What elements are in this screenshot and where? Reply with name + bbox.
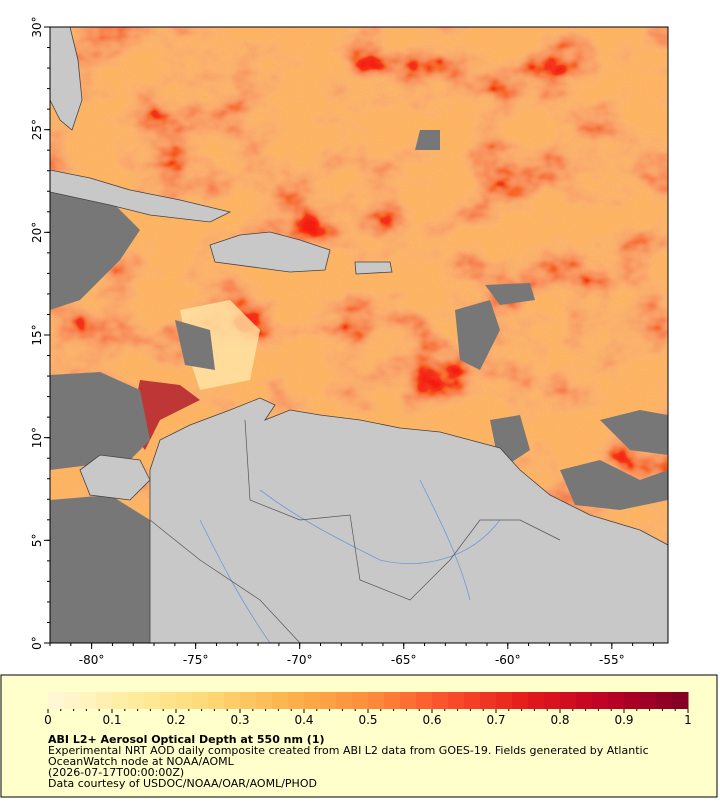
- colorbar: 0 0.1 0.2 0.3 0.4 0.5 0.6 0.7 0.8 0.9 1: [44, 692, 692, 727]
- colorbar-bin: [384, 692, 401, 709]
- colorbar-bin: [576, 692, 593, 709]
- x-tick-label: -75°: [183, 653, 209, 667]
- colorbar-tick-label: 0.8: [550, 713, 569, 727]
- caption-line: Experimental NRT AOD daily composite cre…: [48, 744, 649, 757]
- colorbar-bin: [128, 692, 145, 709]
- colorbar-tick-label: 0.4: [294, 713, 313, 727]
- colorbar-bin: [400, 692, 417, 709]
- y-tick-label: 30°: [30, 16, 44, 37]
- y-tick-label: 15°: [30, 324, 44, 345]
- colorbar-tick-label: 1: [684, 713, 692, 727]
- colorbar-bin: [656, 692, 673, 709]
- x-tick-label: -70°: [287, 653, 313, 667]
- colorbar-bin: [288, 692, 305, 709]
- colorbar-bin: [176, 692, 193, 709]
- land: [50, 27, 668, 643]
- colorbar-bin: [560, 692, 577, 709]
- rivers: [199, 479, 501, 643]
- map-image: [50, 27, 668, 643]
- colorbar-bin: [208, 692, 225, 709]
- colorbar-tick-label: 0.3: [230, 713, 249, 727]
- colorbar-bin: [480, 692, 497, 709]
- colorbar-bin: [416, 692, 433, 709]
- x-tick-label: -55°: [599, 653, 625, 667]
- colorbar-bin: [160, 692, 177, 709]
- x-tick-label: -65°: [391, 653, 417, 667]
- colorbar-bin: [368, 692, 385, 709]
- colorbar-bin: [464, 692, 481, 709]
- y-tick-label: 10°: [30, 427, 44, 448]
- colorbar-tick-label: 0: [44, 713, 52, 727]
- caption-line: OceanWatch node at NOAA/AOML: [48, 755, 235, 768]
- colorbar-bin: [448, 692, 465, 709]
- colorbar-bin: [240, 692, 257, 709]
- colorbar-bin: [304, 692, 321, 709]
- colorbar-bin: [336, 692, 353, 709]
- colorbar-bin: [256, 692, 273, 709]
- colorbar-bin: [272, 692, 289, 709]
- colorbar-bin: [592, 692, 609, 709]
- colorbar-bin: [144, 692, 161, 709]
- colorbar-bin: [80, 692, 97, 709]
- y-tick-label: 5°: [30, 534, 44, 548]
- y-tick-label: 0°: [30, 636, 44, 650]
- colorbar-bin: [112, 692, 129, 709]
- y-tick-label: 25°: [30, 119, 44, 140]
- cloud: [50, 130, 668, 643]
- colorbar-tick-label: 0.2: [166, 713, 185, 727]
- colorbar-tick-label: 0.9: [614, 713, 633, 727]
- colorbar-tick-label: 0.6: [422, 713, 441, 727]
- colorbar-tick-label: 0.1: [102, 713, 121, 727]
- colorbar-bin: [640, 692, 657, 709]
- x-tick-label: -60°: [495, 653, 521, 667]
- colorbar-bin: [64, 692, 81, 709]
- y-tick-label: 20°: [30, 222, 44, 243]
- axes: -80° -75° -70° -65° -60° -55° 0° 5° 10° 15° 20° 25°…: [30, 16, 654, 667]
- colorbar-bin: [192, 692, 209, 709]
- colorbar-bin: [48, 692, 65, 709]
- colorbar-bin: [224, 692, 241, 709]
- colorbar-bin: [432, 692, 449, 709]
- colorbar-bin: [352, 692, 369, 709]
- colorbar-bin: [608, 692, 625, 709]
- colorbar-bin: [512, 692, 529, 709]
- x-tick-label: -80°: [79, 653, 105, 667]
- colorbar-tick-label: 0.7: [486, 713, 505, 727]
- colorbar-bin: [528, 692, 545, 709]
- colorbar-tick-label: 0.5: [358, 713, 377, 727]
- colorbar-bin: [96, 692, 113, 709]
- colorbar-bin: [544, 692, 561, 709]
- borders: [149, 419, 561, 643]
- colorbar-bin: [496, 692, 513, 709]
- colorbar-bin: [320, 692, 337, 709]
- caption-line: (2026-07-17T00:00:00Z): [48, 766, 184, 779]
- colorbar-bin: [672, 692, 689, 709]
- caption-line: Data courtesy of USDOC/NOAA/OAR/AOML/PHO…: [48, 777, 317, 790]
- colorbar-bin: [624, 692, 641, 709]
- caption-title: ABI L2+ Aerosol Optical Depth at 550 nm …: [48, 733, 325, 746]
